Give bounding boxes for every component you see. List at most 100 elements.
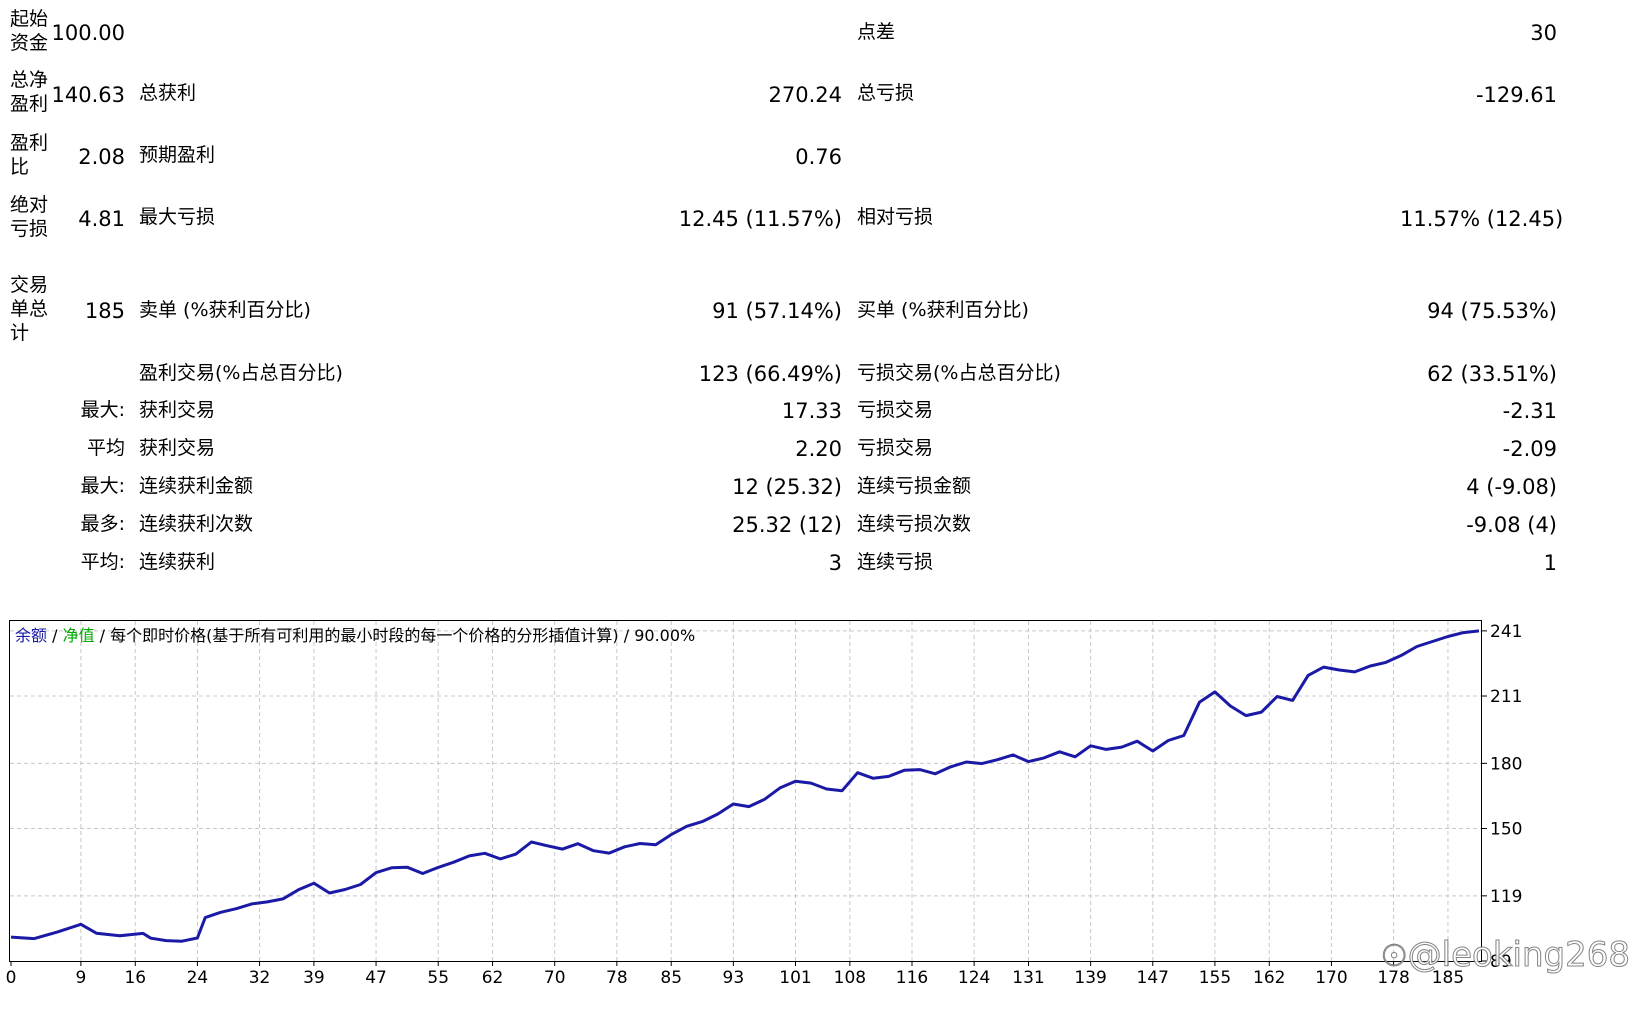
- expected-payoff-value: 0.76: [795, 145, 842, 169]
- gross-profit-label: 总获利: [139, 82, 197, 104]
- average-loss-value: -2.09: [1502, 437, 1557, 461]
- avg-consecutive-wins-value: 3: [828, 551, 842, 575]
- watermark-text: @leoking268: [1407, 935, 1630, 976]
- max-consecutive-losses-label: 连续亏损金额: [857, 475, 972, 497]
- relative-drawdown-label: 相对亏损: [857, 206, 934, 228]
- legend-sep-3: /: [619, 626, 635, 645]
- x-tick-label: 139: [1074, 968, 1106, 988]
- profit-trades-label: 盈利交易(%占总百分比): [139, 362, 343, 384]
- balance-chart-svg: 0 9 16 24 32 39 47 55 62 70 78 85 93 101 108 116 124 131 1…: [6, 620, 1522, 988]
- max-consecutive-wins-label: 连续获利金额: [139, 475, 254, 497]
- chart-header: 余额 / 净值 / 每个即时价格(基于所有可利用的最小时段的每一个价格的分形插值…: [15, 626, 695, 645]
- gross-loss-label: 总亏损: [857, 82, 915, 104]
- x-tick-label: 101: [779, 968, 811, 988]
- profit-factor-value: 2.08: [78, 145, 125, 169]
- tick-labels: 0 9 16 24 32 39 47 55 62 70 78 85 93 101 108 116 124 131 1…: [6, 622, 1523, 988]
- largest-profit-value: 17.33: [781, 399, 842, 423]
- balance-chart: 0 9 16 24 32 39 47 55 62 70 78 85 93 101 108 116 124 131 1…: [6, 620, 1557, 988]
- legend-model: 每个即时价格(基于所有可利用的最小时段的每一个价格的分形插值计算): [110, 626, 619, 645]
- x-tick-label: 0: [6, 968, 17, 988]
- x-tick-label: 16: [124, 968, 146, 988]
- avg-consecutive-losses-label: 连续亏损: [857, 551, 934, 573]
- max-consecutive-profit-value: 25.32 (12): [732, 513, 842, 537]
- total-net-profit-value: 140.63: [51, 83, 125, 107]
- initial-deposit-value: 100.00: [51, 21, 125, 45]
- absolute-drawdown-value: 4.81: [78, 207, 125, 231]
- x-tick-label: 162: [1253, 968, 1285, 988]
- relative-drawdown-value: 11.57% (12.45): [1400, 207, 1564, 231]
- legend-balance: 余额: [15, 626, 47, 645]
- avg-consecutive-losses-value: 1: [1543, 551, 1557, 575]
- x-tick-label: 155: [1199, 968, 1231, 988]
- largest-loss-label: 亏损交易: [857, 399, 934, 421]
- absolute-drawdown-label: 绝对 亏损: [10, 194, 49, 240]
- x-tick-label: 124: [958, 968, 990, 988]
- largest-prefix: 最大:: [80, 399, 125, 421]
- max-consecutive-count-prefix: 最多:: [80, 513, 125, 535]
- x-tick-label: 185: [1432, 968, 1464, 988]
- average-loss-label: 亏损交易: [857, 437, 934, 459]
- x-tick-label: 170: [1315, 968, 1347, 988]
- x-tick-label: 70: [544, 968, 566, 988]
- x-tick-label: 9: [75, 968, 86, 988]
- grid: [10, 621, 1481, 961]
- long-positions-value: 94 (75.53%): [1427, 299, 1557, 323]
- x-tick-label: 47: [365, 968, 387, 988]
- x-tick-label: 131: [1012, 968, 1044, 988]
- spread-label: 点差: [857, 21, 896, 43]
- legend-quality: 90.00%: [634, 626, 695, 645]
- y-tick-label: 211: [1490, 687, 1522, 707]
- total-net-profit-label: 总净 盈利: [10, 69, 49, 115]
- x-tick-label: 178: [1377, 968, 1409, 988]
- gross-profit-value: 270.24: [768, 83, 842, 107]
- weibo-icon: ☉: [1380, 939, 1408, 975]
- spread-value: 30: [1530, 21, 1557, 45]
- average-profit-value: 2.20: [795, 437, 842, 461]
- loss-trades-label: 亏损交易(%占总百分比): [857, 362, 1061, 384]
- avg-consecutive-wins-label: 连续获利: [139, 551, 216, 573]
- watermark: ☉@leoking268: [1380, 935, 1630, 976]
- profit-trades-value: 123 (66.49%): [698, 362, 842, 386]
- x-tick-label: 147: [1137, 968, 1169, 988]
- x-tick-label: 55: [427, 968, 449, 988]
- max-consecutive-losses-value: 4 (-9.08): [1466, 475, 1557, 499]
- max-consecutive-loss-label: 连续亏损次数: [857, 513, 972, 535]
- total-trades-label: 交易 单总 计: [10, 274, 49, 344]
- short-positions-value: 91 (57.14%): [712, 299, 842, 323]
- x-tick-label: 93: [723, 968, 745, 988]
- x-tick-label: 62: [482, 968, 504, 988]
- legend-sep-1: /: [47, 626, 63, 645]
- max-consecutive-amount-prefix: 最大:: [80, 475, 125, 497]
- largest-loss-value: -2.31: [1502, 399, 1557, 423]
- x-tick-label: 39: [303, 968, 325, 988]
- x-tick-label: 24: [187, 968, 209, 988]
- y-tick-label: 89: [1490, 952, 1512, 972]
- legend-equity: 净值: [63, 626, 95, 645]
- average-prefix: 平均: [86, 437, 125, 459]
- maximal-drawdown-label: 最大亏损: [139, 206, 216, 228]
- profit-factor-label: 盈利 比: [10, 132, 49, 178]
- gross-loss-value: -129.61: [1475, 83, 1557, 107]
- x-tick-label: 85: [660, 968, 682, 988]
- loss-trades-value: 62 (33.51%): [1427, 362, 1557, 386]
- total-trades-value: 185: [84, 299, 125, 323]
- y-tick-label: 119: [1490, 887, 1522, 907]
- x-tick-label: 78: [606, 968, 628, 988]
- y-tick-label: 241: [1490, 622, 1522, 642]
- x-tick-label: 116: [896, 968, 928, 988]
- series-layer: [10, 629, 1480, 943]
- average-profit-label: 获利交易: [139, 437, 216, 459]
- expected-payoff-label: 预期盈利: [139, 144, 216, 166]
- avg-consecutive-prefix: 平均:: [80, 551, 125, 573]
- y-tick-label: 180: [1490, 754, 1522, 774]
- legend-sep-2: /: [95, 626, 111, 645]
- largest-profit-label: 获利交易: [139, 399, 216, 421]
- initial-deposit-label: 起始 资金: [10, 8, 49, 54]
- y-tick-label: 150: [1490, 820, 1522, 840]
- long-positions-label: 买单 (%获利百分比): [857, 299, 1029, 321]
- x-tick-label: 32: [249, 968, 271, 988]
- max-consecutive-wins-value: 12 (25.32): [732, 475, 842, 499]
- max-consecutive-loss-value: -9.08 (4): [1466, 513, 1557, 537]
- short-positions-label: 卖单 (%获利百分比): [139, 299, 311, 321]
- maximal-drawdown-value: 12.45 (11.57%): [678, 207, 842, 231]
